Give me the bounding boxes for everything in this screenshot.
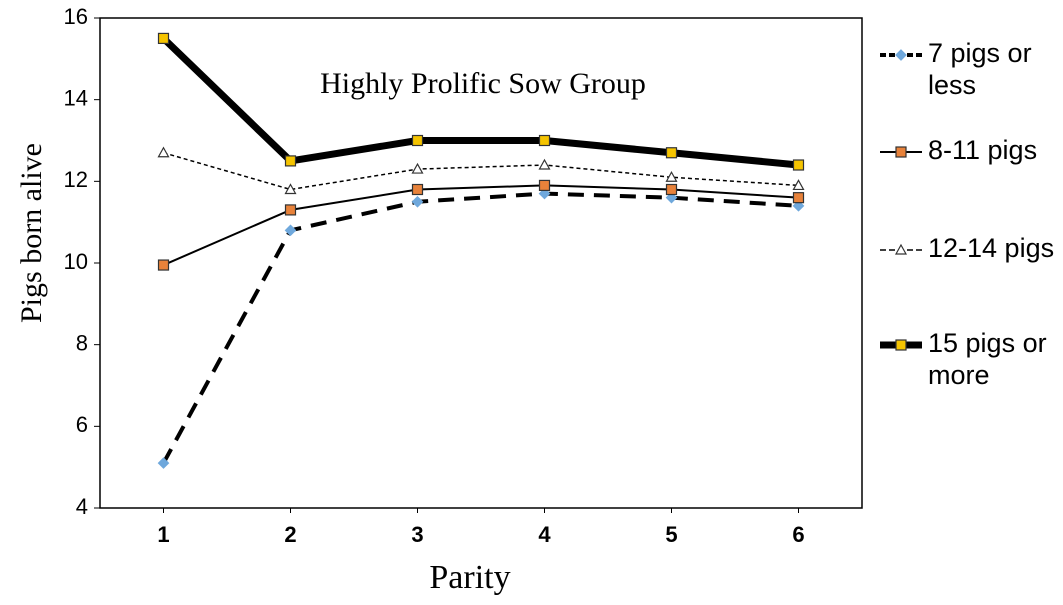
marker <box>413 136 423 146</box>
legend-label: 15 pigs or more <box>928 327 1063 391</box>
marker <box>413 197 423 207</box>
marker <box>794 160 804 170</box>
legend-label: 12-14 pigs <box>928 232 1063 264</box>
series-line <box>164 194 799 464</box>
y-tick-label: 8 <box>76 330 88 355</box>
marker <box>896 50 906 60</box>
y-tick-label: 12 <box>64 167 88 192</box>
legend-label: 8-11 pigs <box>928 134 1063 166</box>
page: {"chart_data": {"type": "line", "annotat… <box>0 0 1063 605</box>
x-tick-label: 6 <box>792 522 804 547</box>
y-tick-label: 6 <box>76 412 88 437</box>
x-tick-label: 2 <box>284 522 296 547</box>
marker <box>794 193 804 203</box>
marker <box>667 148 677 158</box>
y-axis-label: Pigs born alive <box>15 143 48 323</box>
marker <box>286 156 296 166</box>
annotation: Highly Prolific Sow Group <box>320 67 646 100</box>
x-tick-label: 1 <box>157 522 169 547</box>
chart: Highly Prolific Sow Group Parity Pigs bo… <box>0 0 1063 605</box>
y-tick-label: 14 <box>64 85 88 110</box>
marker <box>286 205 296 215</box>
x-tick-label: 4 <box>538 522 551 547</box>
marker <box>540 160 550 169</box>
legend-label: 7 pigs or less <box>928 37 1063 101</box>
marker <box>159 260 169 270</box>
marker <box>667 185 677 195</box>
marker <box>540 180 550 190</box>
x-tick-label: 3 <box>411 522 423 547</box>
series-line <box>164 38 799 165</box>
marker <box>159 148 169 157</box>
y-tick-label: 4 <box>76 494 88 519</box>
y-tick-label: 10 <box>64 249 88 274</box>
y-tick-label: 16 <box>64 4 88 29</box>
marker <box>896 245 906 254</box>
marker <box>896 147 906 157</box>
marker <box>896 340 906 350</box>
x-axis-label: Parity <box>429 559 510 596</box>
x-tick-label: 5 <box>665 522 677 547</box>
series-line <box>164 185 799 265</box>
marker <box>159 33 169 43</box>
marker <box>413 164 423 173</box>
marker <box>540 136 550 146</box>
marker <box>413 185 423 195</box>
